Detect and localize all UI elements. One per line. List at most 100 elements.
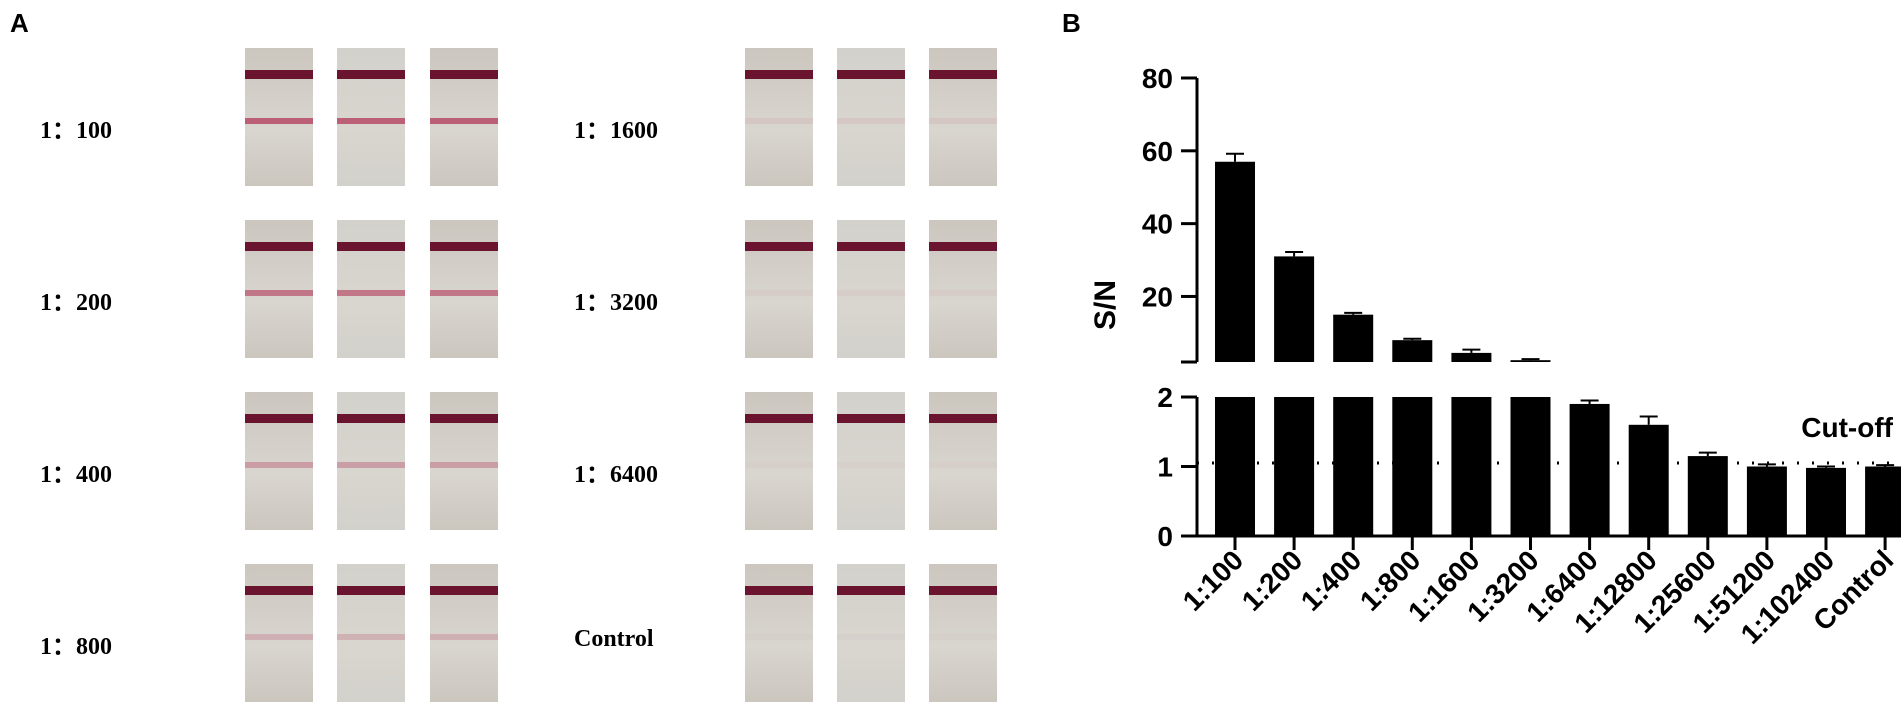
- test-strip: [837, 48, 905, 186]
- control-line: [745, 70, 813, 79]
- x-tick-label: 1:100: [1177, 544, 1250, 617]
- test-strip: [745, 392, 813, 530]
- test-strip: [430, 220, 498, 358]
- test-line: [337, 634, 405, 640]
- sn-bar-chart: 20406080012S/N1:1001:2001:4001:8001:1600…: [1089, 63, 1901, 650]
- bar-lower: [1806, 467, 1846, 536]
- test-line: [745, 634, 813, 640]
- test-line: [837, 634, 905, 640]
- bar-lower: [1451, 397, 1492, 536]
- test-line: [337, 118, 405, 124]
- dilution-label: 1：200: [40, 290, 112, 316]
- test-line: [929, 290, 997, 296]
- bar-upper: [1451, 352, 1492, 362]
- control-line: [337, 414, 405, 423]
- test-line: [745, 290, 813, 296]
- y-axis-label: S/N: [1089, 280, 1122, 330]
- bar-upper: [1392, 340, 1433, 362]
- test-line: [245, 290, 313, 296]
- test-strip: [337, 564, 405, 702]
- test-line: [837, 462, 905, 468]
- control-line: [245, 414, 313, 423]
- control-line: [430, 242, 498, 251]
- panel-a-letter: A: [10, 8, 29, 38]
- dilution-label: 1：3200: [574, 290, 658, 316]
- test-strip: [745, 220, 813, 358]
- test-line: [430, 118, 498, 124]
- test-strip: [337, 220, 405, 358]
- bar-lower: [1687, 456, 1728, 536]
- bar-lower: [1333, 397, 1374, 536]
- control-line: [929, 70, 997, 79]
- dilution-label: 1：100: [40, 118, 112, 144]
- test-line: [337, 462, 405, 468]
- control-line: [745, 414, 813, 423]
- test-strip: [337, 48, 405, 186]
- test-strip: [837, 564, 905, 702]
- control-line: [745, 242, 813, 251]
- test-line: [745, 118, 813, 124]
- test-line: [929, 118, 997, 124]
- test-line: [430, 462, 498, 468]
- test-strip: [745, 48, 813, 186]
- test-strip: [245, 220, 313, 358]
- y-tick-label: 80: [1142, 63, 1173, 94]
- test-strip: [245, 392, 313, 530]
- bar-upper: [1215, 161, 1255, 362]
- test-line: [430, 290, 498, 296]
- test-strip: [430, 48, 498, 186]
- cutoff-label: Cut-off: [1801, 412, 1893, 443]
- test-strip: [430, 392, 498, 530]
- test-strip: [837, 220, 905, 358]
- bar-upper: [1274, 256, 1315, 362]
- bar-lower: [1569, 403, 1610, 536]
- dilution-label: Control: [574, 626, 654, 652]
- test-strip: [929, 564, 997, 702]
- x-tick-label: 1:400: [1295, 544, 1368, 617]
- x-tick-label: 1:200: [1236, 544, 1309, 617]
- bar-lower: [1215, 397, 1255, 536]
- bar-upper: [1510, 360, 1551, 362]
- dilution-label: 1：1600: [574, 118, 658, 144]
- dilution-label: 1：400: [40, 462, 112, 488]
- bar-lower: [1510, 397, 1551, 536]
- y-tick-label: 60: [1142, 136, 1173, 167]
- control-line: [245, 242, 313, 251]
- control-line: [245, 70, 313, 79]
- control-line: [929, 414, 997, 423]
- control-line: [430, 414, 498, 423]
- test-strip: [245, 48, 313, 186]
- test-strip: [245, 564, 313, 702]
- bar-lower: [1746, 466, 1787, 536]
- bar-lower: [1392, 397, 1433, 536]
- control-line: [337, 242, 405, 251]
- bar-upper: [1333, 314, 1374, 362]
- control-line: [337, 586, 405, 595]
- test-line: [837, 290, 905, 296]
- test-strip: [929, 392, 997, 530]
- test-strip: [745, 564, 813, 702]
- y-tick-label: 40: [1142, 209, 1173, 240]
- y-tick-label: 20: [1142, 281, 1173, 312]
- test-line: [929, 462, 997, 468]
- panel-b-letter: B: [1062, 8, 1081, 38]
- test-strip: [337, 392, 405, 530]
- control-line: [929, 586, 997, 595]
- test-line: [745, 462, 813, 468]
- dilution-label: 1：800: [40, 634, 112, 660]
- dilution-label: 1：6400: [574, 462, 658, 488]
- control-line: [245, 586, 313, 595]
- test-line: [430, 634, 498, 640]
- y-tick-label: 0: [1157, 521, 1173, 552]
- bar-lower: [1865, 466, 1901, 536]
- test-strip: [929, 48, 997, 186]
- y-tick-label: 2: [1157, 382, 1173, 413]
- test-strip: [430, 564, 498, 702]
- control-line: [837, 242, 905, 251]
- test-line: [337, 290, 405, 296]
- control-line: [929, 242, 997, 251]
- test-line: [929, 634, 997, 640]
- control-line: [430, 70, 498, 79]
- test-line: [245, 462, 313, 468]
- control-line: [430, 586, 498, 595]
